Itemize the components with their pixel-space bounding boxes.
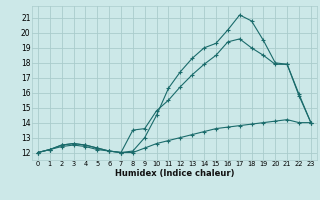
- X-axis label: Humidex (Indice chaleur): Humidex (Indice chaleur): [115, 169, 234, 178]
